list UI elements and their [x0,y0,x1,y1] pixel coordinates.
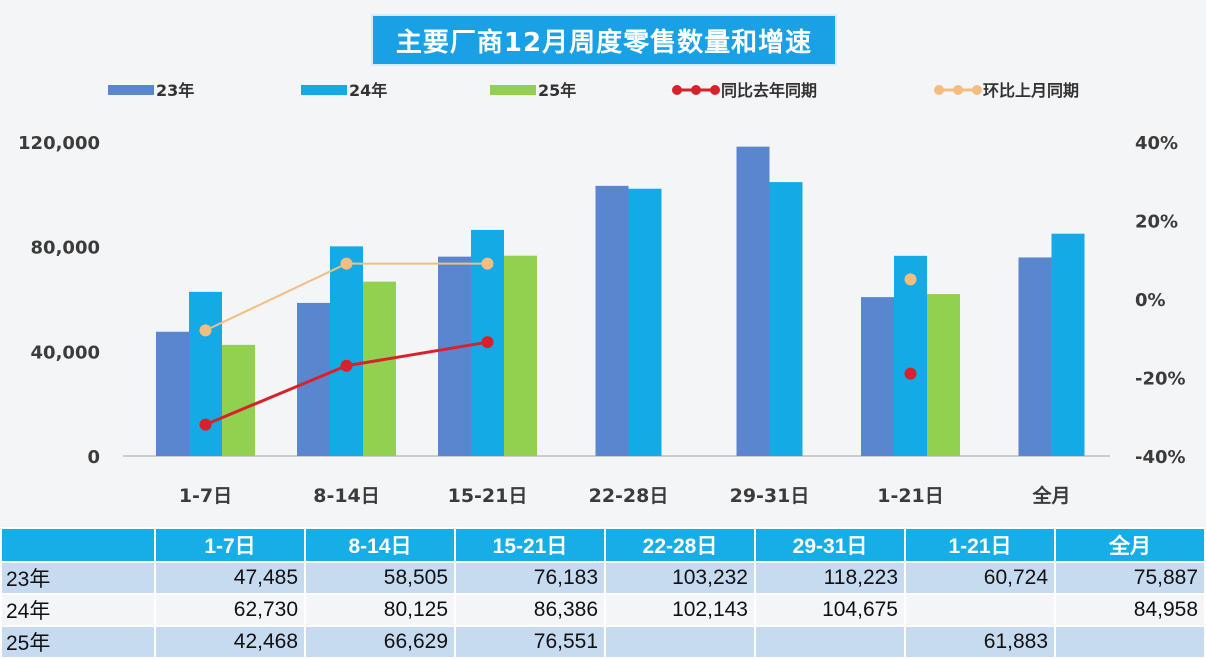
chart-title: 主要厂商12月周度零售数量和增速 [371,14,837,66]
table-row: 24年 62,730 80,125 86,386 102,143 104,675… [0,593,1206,627]
table-header-cell: 29-31日 [754,527,906,563]
legend-swatch [301,85,347,95]
table-cell: 80,125 [304,593,456,627]
x-axis-category-label: 8-14日 [313,485,380,507]
point-同比去年同期 [904,367,917,380]
legend-label: 23年 [156,81,194,100]
x-axis-category-label: 22-28日 [589,485,669,507]
table-cell: 47,485 [154,561,306,595]
point-环比上月同期 [904,273,917,286]
table-cell: 104,675 [754,593,906,627]
left-axis-tick-label: 80,000 [31,238,100,259]
table-cell: 84,958 [1054,593,1206,627]
table-header-cell: 22-28日 [604,527,756,563]
legend-label: 24年 [349,81,387,100]
legend-marker [953,85,963,95]
table-cell: 42,468 [154,625,306,659]
table-header-cell: 15-21日 [454,527,606,563]
table-cell: 61,883 [904,625,1056,659]
right-axis-tick-label: 40% [1135,133,1178,154]
table-header-cell [0,527,156,563]
x-axis-category-label: 1-21日 [877,485,944,507]
table-cell [1054,625,1206,659]
legend-swatch [490,85,536,95]
table-row: 23年 47,485 58,505 76,183 103,232 118,223… [0,561,1206,595]
bar-24年 [894,255,927,456]
row-label: 23年 [0,561,156,595]
legend-marker [710,85,720,95]
table-cell: 102,143 [604,593,756,627]
table-cell: 103,232 [604,561,756,595]
point-环比上月同期 [481,257,494,270]
table-cell: 66,629 [304,625,456,659]
bar-24年 [189,291,222,456]
table-cell: 118,223 [754,561,906,595]
bar-24年 [1051,233,1085,456]
row-label: 24年 [0,593,156,627]
legend-label: 环比上月同期 [983,81,1079,100]
x-axis-category-label: 29-31日 [730,485,810,507]
bar-23年 [736,146,770,456]
row-label: 25年 [0,625,156,659]
left-axis-tick-label: 40,000 [31,342,100,363]
bar-23年 [595,185,629,456]
bar-25年 [504,255,537,456]
x-axis-category-label: 1-7日 [179,485,232,507]
legend-label: 同比去年同期 [721,81,817,100]
right-axis-tick-label: -40% [1135,447,1186,468]
legend-marker [691,85,701,95]
legend-swatch [108,85,154,95]
point-同比去年同期 [199,418,212,431]
bar-25年 [927,294,960,456]
left-axis-tick-label: 120,000 [18,133,100,154]
legend-marker [972,85,982,95]
bar-24年 [769,182,803,457]
legend-marker [672,85,682,95]
table-cell [604,625,756,659]
table-header-cell: 1-21日 [904,527,1056,563]
table-cell: 62,730 [154,593,306,627]
bar-23年 [438,256,471,456]
bar-24年 [628,188,662,456]
bar-23年 [156,331,189,456]
bar-23年 [1018,257,1052,456]
legend-marker [934,85,944,95]
x-axis-category-label: 全月 [1031,484,1070,507]
table-header-cell: 8-14日 [304,527,456,563]
right-axis-tick-label: -20% [1135,369,1186,390]
table-cell: 76,183 [454,561,606,595]
left-axis-tick-label: 0 [87,447,100,468]
bar-24年 [330,246,363,456]
bar-25年 [363,281,396,456]
table-cell: 76,551 [454,625,606,659]
point-环比上月同期 [340,257,353,270]
point-同比去年同期 [481,336,494,349]
point-环比上月同期 [199,324,212,337]
right-axis-tick-label: 0% [1135,290,1166,311]
bar-25年 [222,344,255,456]
data-table: 1-7日 8-14日 15-21日 22-28日 29-31日 1-21日 全月… [0,527,1206,659]
table-cell [754,625,906,659]
table-header-row: 1-7日 8-14日 15-21日 22-28日 29-31日 1-21日 全月 [0,527,1206,563]
right-axis-tick-label: 20% [1135,212,1178,233]
x-axis-category-label: 15-21日 [448,485,528,507]
table-header-cell: 1-7日 [154,527,306,563]
table-cell: 60,724 [904,561,1056,595]
table-header-cell: 全月 [1054,527,1206,563]
table-cell [904,593,1056,627]
table-cell: 75,887 [1054,561,1206,595]
legend-label: 25年 [538,81,576,100]
table-row: 25年 42,468 66,629 76,551 61,883 [0,625,1206,659]
table-cell: 58,505 [304,561,456,595]
table-cell: 86,386 [454,593,606,627]
bar-line-chart: 0 40,000 80,000 120,000 -40% -20% 0% 20% 40% 1-7日… [18,81,1186,507]
point-同比去年同期 [340,359,353,372]
bar-23年 [861,297,894,456]
